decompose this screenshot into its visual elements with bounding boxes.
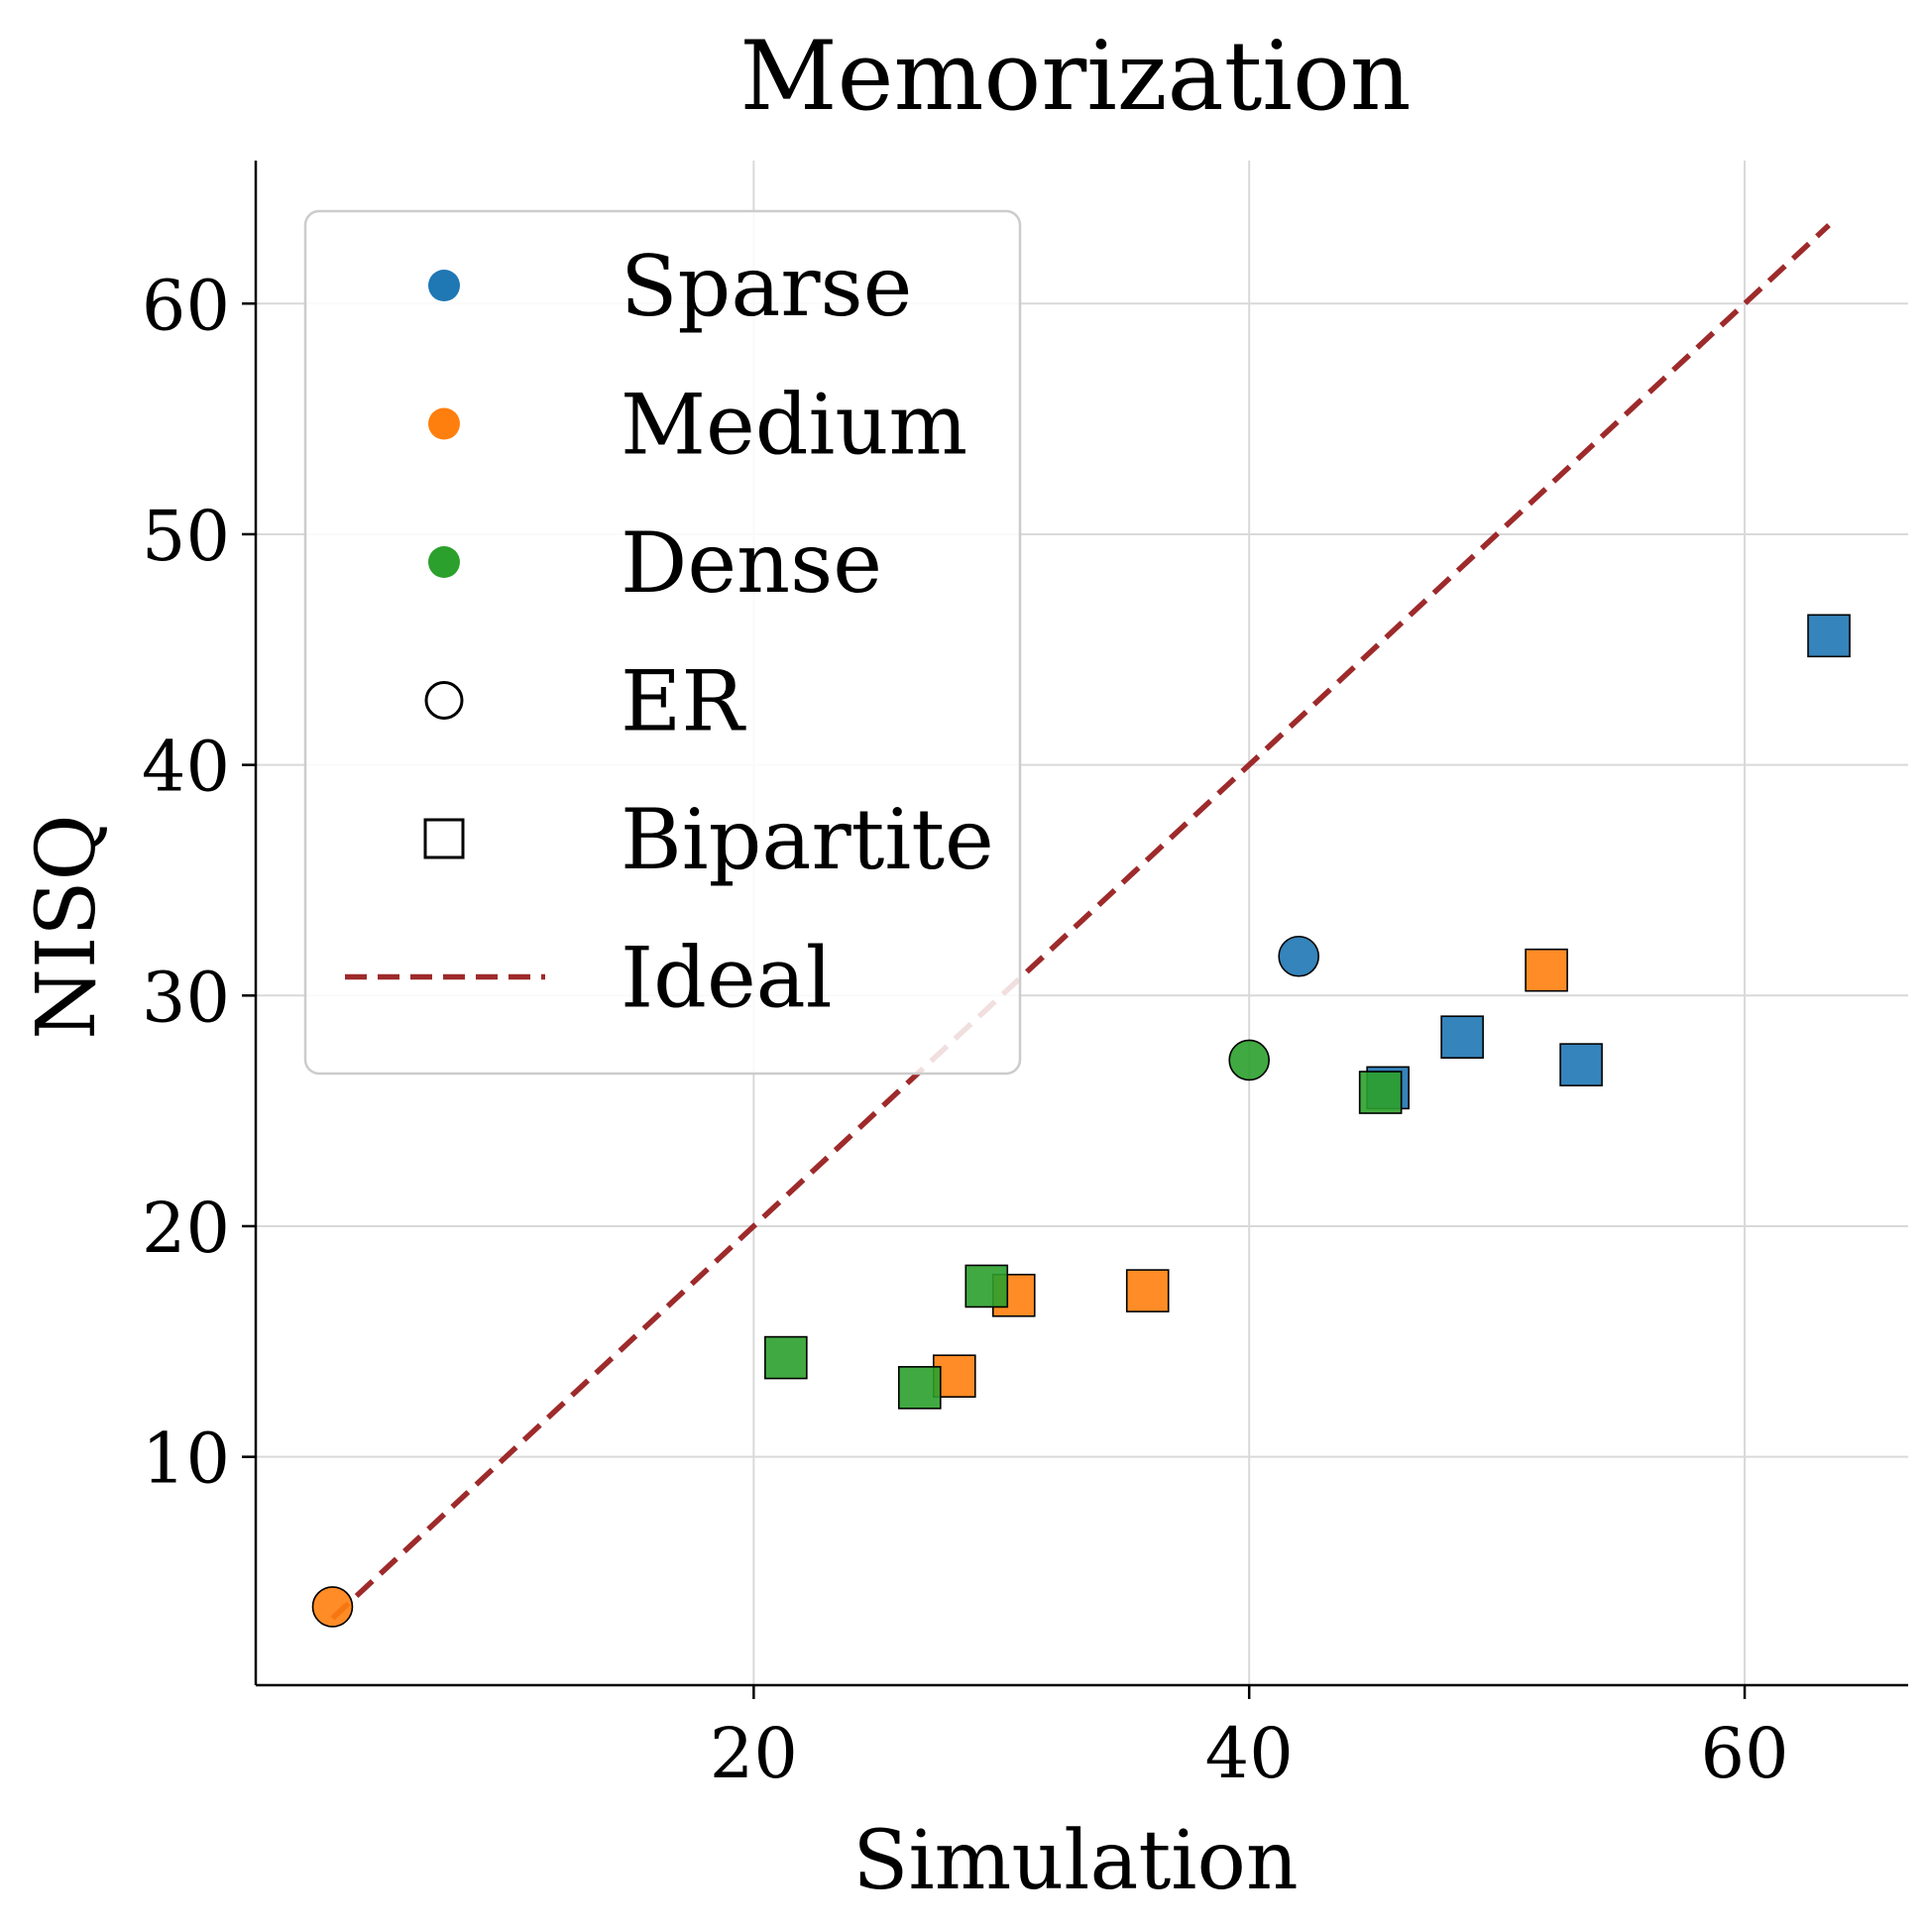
y-tick-label: 20 — [142, 1188, 230, 1269]
x-tick-label: 40 — [1205, 1713, 1294, 1794]
x-axis-label: Simulation — [852, 1814, 1298, 1908]
ideal-line — [330, 223, 1831, 1621]
legend-box — [303, 209, 1022, 1076]
legend-label-medium: Medium — [621, 377, 967, 474]
legend-label-er: ER — [621, 653, 746, 750]
points-layer — [311, 614, 1851, 1628]
legend-label-ideal: Ideal — [621, 930, 833, 1027]
sparse-bipartite-point — [1440, 1015, 1484, 1059]
dense-bipartite-point — [964, 1264, 1009, 1308]
medium-bipartite-point — [1125, 1269, 1170, 1312]
legend-marker-medium — [428, 407, 460, 440]
dense-bipartite-point — [897, 1366, 942, 1410]
legend-label-sparse: Sparse — [621, 238, 912, 335]
legend: Sparse Medium Dense ER Bipartite Ideal — [303, 209, 1022, 1076]
legend-marker-bipartite — [423, 818, 465, 859]
y-tick-label: 50 — [142, 496, 230, 577]
sparse-bipartite-point — [1807, 614, 1851, 658]
dense-bipartite-point — [764, 1335, 808, 1380]
ideal-line-layer — [330, 223, 1831, 1621]
legend-label-bipartite: Bipartite — [621, 791, 994, 888]
legend-marker-er — [424, 681, 464, 720]
y-tick-label: 10 — [142, 1419, 230, 1500]
legend-marker-sparse — [428, 270, 460, 301]
y-tick-label: 40 — [142, 727, 230, 808]
dense-er-point — [1228, 1039, 1270, 1081]
medium-er-point — [311, 1586, 354, 1628]
y-tick-label: 30 — [142, 957, 230, 1038]
dense-bipartite-point — [1358, 1071, 1403, 1114]
ticks-layer: 20 40 60 10 20 30 40 50 60 — [142, 265, 1789, 1794]
legend-label-dense: Dense — [621, 514, 882, 612]
legend-marker-dense — [428, 546, 460, 578]
sparse-er-point — [1278, 935, 1319, 977]
x-tick-label: 60 — [1701, 1713, 1789, 1794]
axes-layer — [254, 161, 1908, 1687]
medium-bipartite-point — [1525, 948, 1568, 992]
y-axis-label: NISQ — [20, 814, 114, 1040]
sparse-bipartite-point — [1559, 1043, 1603, 1086]
y-tick-label: 60 — [142, 265, 230, 346]
chart-title: Memorization — [739, 21, 1411, 132]
x-tick-label: 20 — [710, 1713, 798, 1794]
